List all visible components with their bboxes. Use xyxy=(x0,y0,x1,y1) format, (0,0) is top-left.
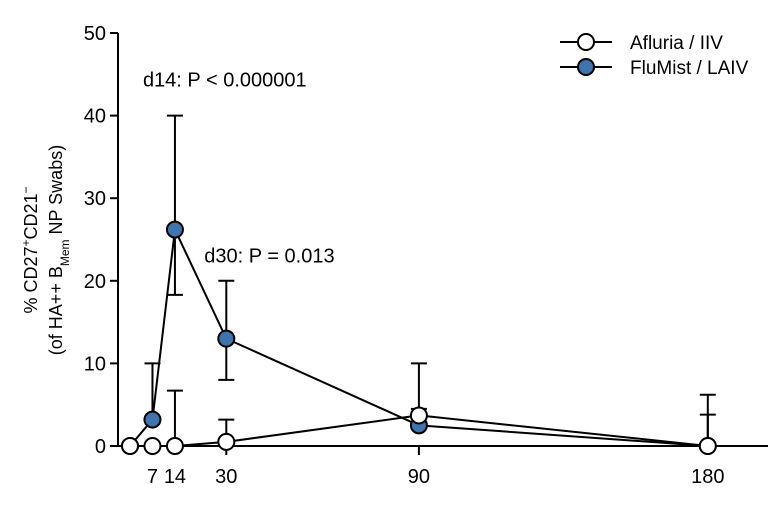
data-point xyxy=(165,220,184,239)
data-point xyxy=(121,437,139,455)
axes: 0 10 20 30 40 50 7 14 30 90 180 xyxy=(84,23,768,488)
y-tick-label: 50 xyxy=(84,23,106,45)
y-axis-label-line2: (of HA++ BMem NP Swabs) xyxy=(46,145,72,355)
x-tick-label: 7 xyxy=(147,466,158,488)
x-tick-label: 90 xyxy=(408,466,430,488)
data-point xyxy=(217,432,236,451)
legend-label: Afluria / IIV xyxy=(630,33,723,54)
annotation: d30: P = 0.013 xyxy=(204,246,334,268)
annotations: d14: P < 0.000001 d30: P = 0.013 xyxy=(143,70,335,268)
x-tick-label: 180 xyxy=(691,466,724,488)
legend-marker xyxy=(577,33,595,51)
y-tick-label: 20 xyxy=(84,271,106,293)
data-point xyxy=(143,410,162,429)
annotation: d14: P < 0.000001 xyxy=(143,70,307,92)
data-point xyxy=(217,329,236,348)
series-markers xyxy=(121,220,717,455)
y-tick-label: 30 xyxy=(84,188,106,210)
error-bars xyxy=(144,114,716,446)
data-point xyxy=(165,437,184,455)
x-tick-label: 14 xyxy=(164,466,186,488)
legend-marker xyxy=(577,58,595,76)
data-point xyxy=(698,437,717,455)
y-tick-label: 10 xyxy=(84,353,106,375)
y-axis-label-line1: % CD27+CD21− xyxy=(19,186,41,313)
y-tick-label: 0 xyxy=(95,436,106,458)
legend: Afluria / IIV FluMist / LAIV xyxy=(560,33,749,79)
data-point xyxy=(143,437,162,455)
y-tick-label: 40 xyxy=(84,106,106,128)
data-point xyxy=(409,406,428,425)
legend-label: FluMist / LAIV xyxy=(630,58,749,79)
x-tick-label: 30 xyxy=(215,466,237,488)
